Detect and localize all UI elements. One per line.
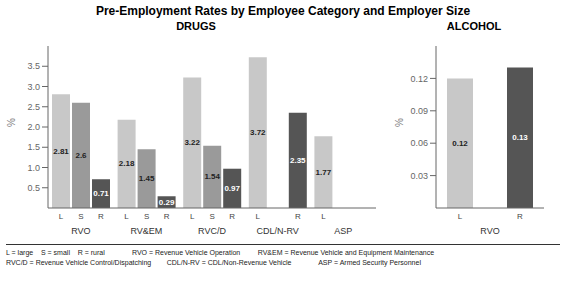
- svg-text:0.03: 0.03: [410, 171, 428, 181]
- svg-text:S: S: [144, 212, 149, 221]
- svg-text:0.13: 0.13: [512, 133, 528, 142]
- svg-text:S: S: [210, 212, 215, 221]
- svg-text:1.77: 1.77: [316, 168, 332, 177]
- html-text:RVC/D = Revenue Vehicle Contro: RVC/D = Revenue Vehicle Control/Dispatch…: [6, 259, 421, 266]
- svg-text:R: R: [229, 212, 235, 221]
- svg-text:1.54: 1.54: [204, 172, 220, 181]
- svg-text:2.81: 2.81: [53, 147, 69, 156]
- svg-text:0.5: 0.5: [27, 183, 40, 193]
- svg-text:0.12: 0.12: [410, 74, 428, 84]
- svg-text:L: L: [59, 212, 64, 221]
- svg-text:%: %: [394, 118, 405, 127]
- svg-text:S: S: [78, 212, 83, 221]
- svg-text:2.5: 2.5: [27, 102, 40, 112]
- svg-text:RVO: RVO: [480, 226, 499, 236]
- svg-text:1.45: 1.45: [139, 174, 155, 183]
- html-text:DRUGS: DRUGS: [176, 20, 216, 32]
- html-text:ALCOHOL: ALCOHOL: [446, 20, 502, 32]
- svg-text:R: R: [517, 212, 523, 221]
- svg-text:0.97: 0.97: [224, 184, 240, 193]
- svg-text:2.6: 2.6: [75, 151, 87, 160]
- svg-text:0.71: 0.71: [93, 189, 109, 198]
- svg-text:RVC/D: RVC/D: [198, 226, 226, 236]
- svg-text:0.29: 0.29: [159, 198, 175, 207]
- svg-text:1.5: 1.5: [27, 142, 40, 152]
- svg-text:R: R: [98, 212, 104, 221]
- svg-text:L: L: [256, 212, 261, 221]
- svg-text:%: %: [8, 118, 17, 127]
- svg-text:2.35: 2.35: [290, 156, 306, 165]
- svg-text:0.12: 0.12: [452, 139, 468, 148]
- svg-text:0.06: 0.06: [410, 138, 428, 148]
- svg-text:0.09: 0.09: [410, 106, 428, 116]
- svg-text:3.72: 3.72: [250, 128, 266, 137]
- svg-text:L: L: [458, 212, 463, 221]
- html-text:Pre-Employment Rates by Employ: Pre-Employment Rates by Employee Categor…: [95, 4, 471, 18]
- svg-text:RV&EM: RV&EM: [130, 226, 162, 236]
- svg-text:3.5: 3.5: [27, 61, 40, 71]
- svg-text:2.0: 2.0: [27, 122, 40, 132]
- svg-text:L: L: [321, 212, 326, 221]
- svg-text:L: L: [124, 212, 129, 221]
- svg-text:RVO: RVO: [71, 226, 90, 236]
- svg-text:R: R: [295, 212, 301, 221]
- svg-text:CDL/N-RV: CDL/N-RV: [256, 226, 298, 236]
- svg-text:1.0: 1.0: [27, 163, 40, 173]
- svg-text:2.18: 2.18: [119, 159, 135, 168]
- svg-text:ASP: ASP: [334, 226, 352, 236]
- html-text:L = large S = small R = rural: L = large S = small R = rural RVO = Reve…: [6, 249, 435, 256]
- svg-text:L: L: [190, 212, 195, 221]
- svg-text:3.0: 3.0: [27, 82, 40, 92]
- svg-text:3.22: 3.22: [184, 138, 200, 147]
- svg-text:R: R: [164, 212, 170, 221]
